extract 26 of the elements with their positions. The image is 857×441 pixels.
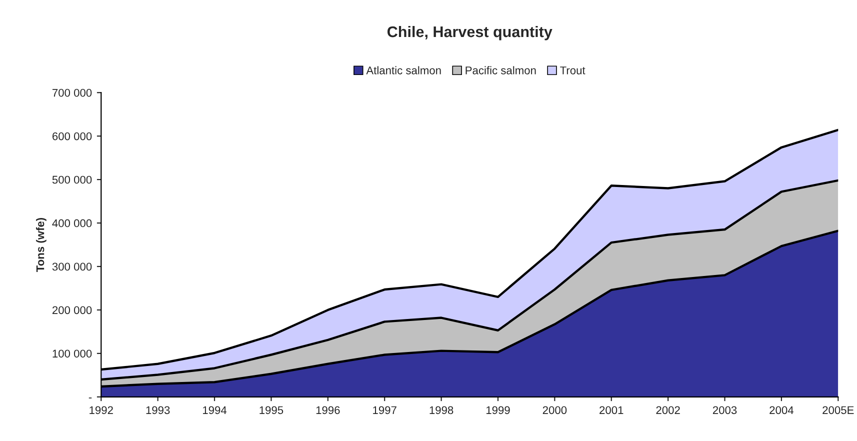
y-tick-label: 400 000 bbox=[52, 219, 92, 228]
legend-label: Pacific salmon bbox=[466, 66, 536, 74]
x-tick-label: 1996 bbox=[316, 406, 340, 414]
x-tick-label: 2000 bbox=[542, 406, 567, 414]
x-tick-label: 2001 bbox=[600, 406, 624, 414]
x-tick-label: 2003 bbox=[712, 406, 737, 414]
y-tick-label: 300 000 bbox=[52, 262, 92, 271]
x-tick-label: 1999 bbox=[486, 406, 510, 414]
y-tick-label: 200 000 bbox=[52, 306, 92, 314]
x-tick-label: 1997 bbox=[373, 406, 396, 414]
x-tick-label: 2004 bbox=[770, 406, 794, 414]
y-tick-label: 600 000 bbox=[52, 132, 92, 140]
y-tick-label: 100 000 bbox=[52, 350, 92, 358]
y-axis-title: Tons (wfe) bbox=[36, 218, 46, 272]
x-tick-label: 2002 bbox=[656, 406, 680, 414]
y-tick-label: 700 000 bbox=[52, 88, 92, 97]
x-tick-label: 1993 bbox=[146, 406, 170, 414]
y-tick-label: 500 000 bbox=[52, 176, 92, 184]
x-tick-label: 1995 bbox=[260, 406, 284, 414]
x-tick-label: 2005E bbox=[822, 406, 854, 414]
chart-title: Chile, Harvest quantity bbox=[387, 26, 552, 40]
x-tick-label: 1992 bbox=[90, 406, 113, 414]
legend-label: Trout bbox=[560, 66, 586, 74]
x-tick-label: 1994 bbox=[203, 406, 227, 414]
legend-label: Atlantic salmon bbox=[366, 66, 441, 74]
x-tick-label: 1998 bbox=[430, 406, 454, 414]
